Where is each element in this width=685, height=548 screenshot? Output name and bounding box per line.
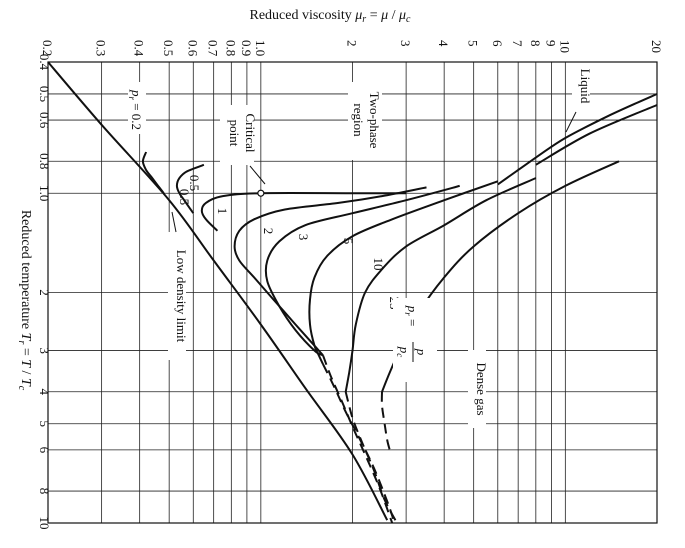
curve-liquid [497,93,658,186]
label-liquid: Liquid [578,69,593,104]
x-tick-label: 7 [510,40,525,47]
chart-title-y-axis: Reduced temperature Tr = T / Tc [16,210,33,391]
curve-10 [344,177,537,392]
x-tick-label: 0.4 [132,40,147,57]
critical-leader [249,165,266,185]
y-tick-label: 6 [37,447,52,454]
y-tick-label: 5 [37,420,52,427]
label-backdrop [128,82,146,134]
x-tick-label: 0.9 [239,40,254,56]
y-tick-label: 4 [37,389,52,396]
curve-5 [308,180,499,365]
label-backdrop [168,232,186,360]
label-curve-10: 10 [371,258,386,271]
y-tick-label: 2 [37,289,52,296]
label-backdrop [468,350,486,428]
y-tick-label: 1.0 [37,185,52,201]
chart-title-x-axis: Reduced viscosity μr = μ / μc [249,8,411,25]
y-tick-label: 0.6 [37,112,52,129]
label-critical-line1: Critical [243,114,258,153]
x-tick-label: 0.8 [223,40,238,56]
label-curve-5: 5 [341,238,356,245]
curve-branch-10 [535,104,658,166]
curves [47,61,658,524]
label-curve-0-5-lower: 0.5 [177,189,192,205]
label-two-phase-line2: region [351,103,366,137]
curve-0-5 [175,163,205,214]
label-dense-gas: Dense gas [474,362,489,415]
x-tick-label: 3 [398,40,413,47]
low-density-leader [171,211,177,233]
x-tick-label: 9 [543,40,558,47]
y-tick-label: 0.8 [37,153,52,169]
label-critical-line2: point [227,120,242,147]
x-tick-label: 4 [436,40,451,47]
svg-text:pr =: pr = [403,305,420,327]
x-tick-label: 0.6 [185,40,200,57]
curve-branch-11 [322,354,394,524]
x-tick-label: 10 [557,40,572,53]
label-two-phase-line1: Two-phase [367,92,382,149]
label-pr-0-2: pr = 0.2 [127,89,144,130]
x-tick-label: 0.2 [40,40,55,56]
curve-branch-12 [322,363,396,524]
plot-frame [47,61,658,524]
curve-1 [200,192,407,232]
curve-3 [264,184,460,357]
curve-25 [381,160,620,393]
label-curve-0-5-upper: 0.5 [187,175,202,191]
x-tick-label: 2 [345,40,360,47]
label-low-density-limit: Low density limit [174,250,189,343]
x-tick-label: 5 [466,40,481,47]
label-backdrop [348,82,382,160]
svg-text:pc: pc [395,346,412,358]
critical-point-marker [257,189,265,197]
x-tick-labels: 0.2 0.3 0.4 0.5 0.6 0.7 0.8 0.91.0 2 3 4 5 6 7 8 910 20 [40,40,664,57]
x-tick-label: 0.3 [94,40,109,56]
label-pr-ratio: pr =ppcpr = p/pc [395,305,429,362]
curve-2 [233,186,427,356]
curve-branch-13 [344,391,398,524]
x-tick-label: 20 [649,40,664,53]
curve-low-density-limit [47,61,389,521]
x-tick-label: 0.5 [161,40,176,56]
label-curve-2: 2 [261,228,276,235]
label-curve-3: 3 [296,234,311,241]
y-tick-label: 3 [37,347,52,354]
svg-text:p: p [414,348,429,356]
label-backdrop [220,105,254,165]
curve-branch-14 [380,391,391,451]
y-tick-label: 8 [37,488,52,495]
x-tick-label: 6 [490,40,505,47]
x-tick-label: 1.0 [253,40,268,56]
label-backdrop [572,62,590,110]
label-curve-1: 1 [215,208,230,215]
label-backdrop [393,298,437,382]
x-tick-label: 0.7 [206,40,221,57]
curve-pr-0-2 [141,151,165,194]
y-tick-label: 0.5 [37,86,52,102]
x-tick-label: 8 [528,40,543,47]
liquid-leader [565,111,577,133]
